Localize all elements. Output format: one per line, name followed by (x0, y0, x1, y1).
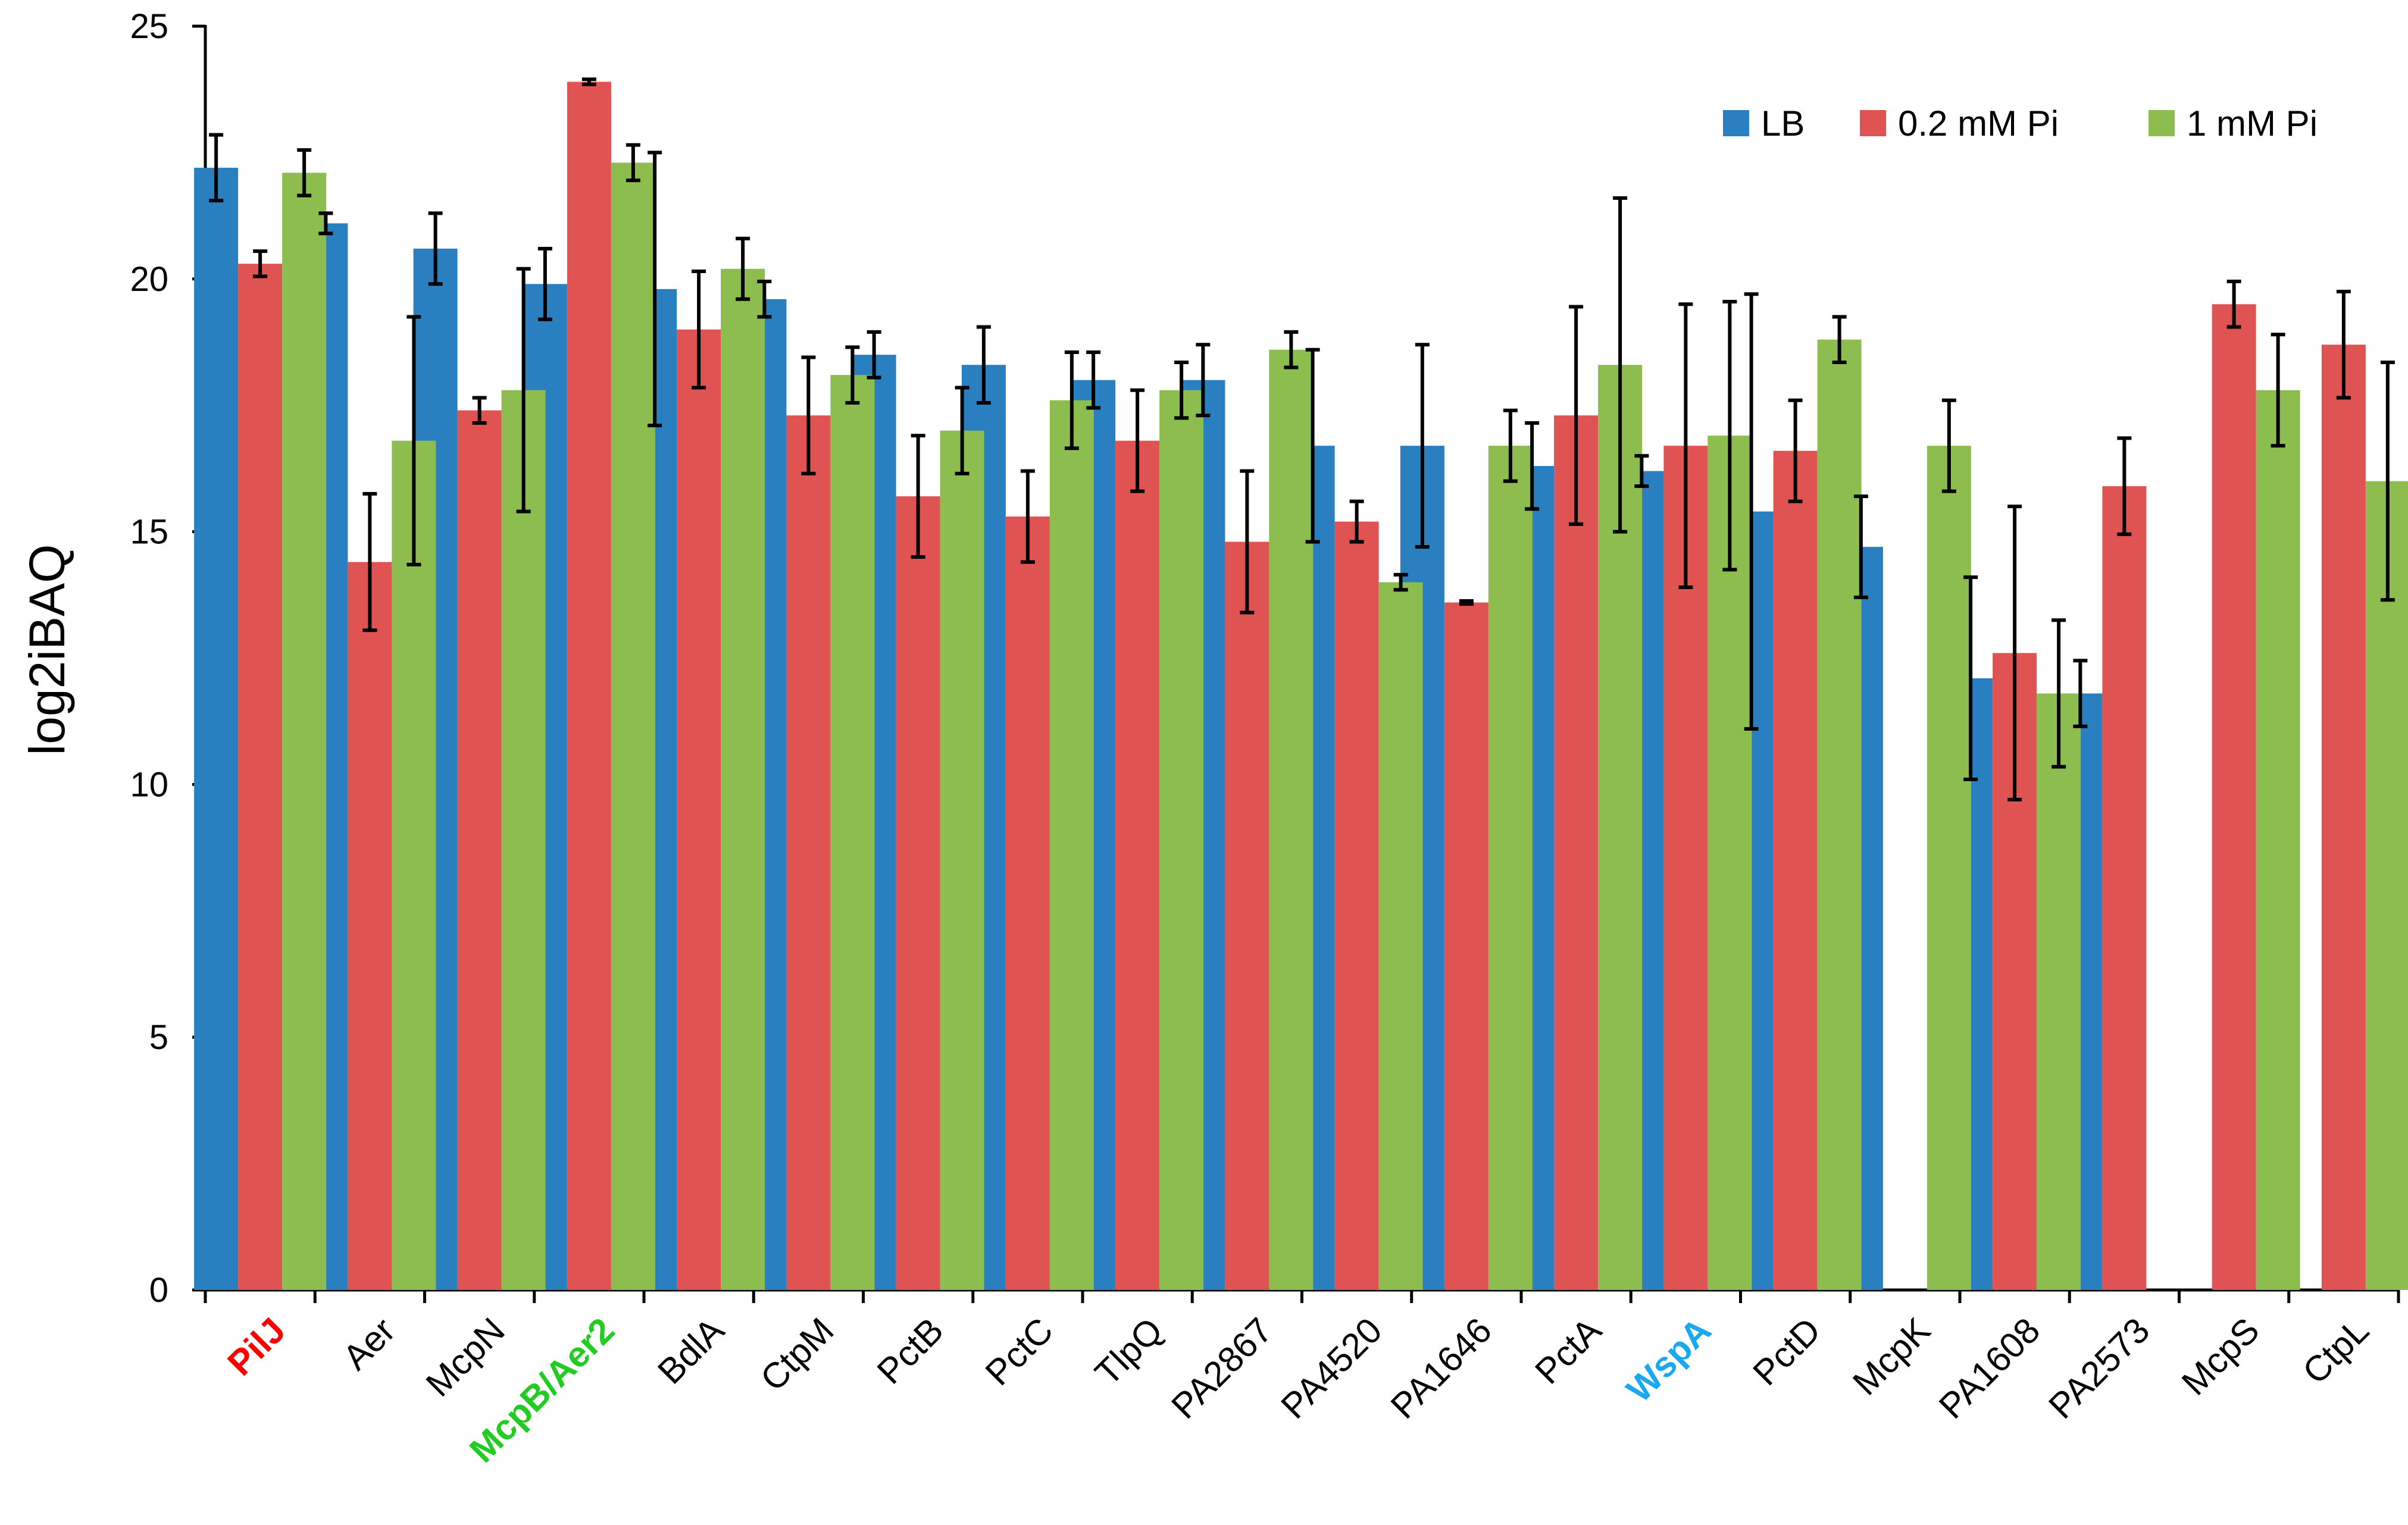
bar-0-2-mm-pi (2212, 304, 2256, 1290)
bar-1-mm-pi (1927, 446, 1971, 1291)
bar-1-mm-pi (392, 440, 436, 1290)
x-category-label: McpS (2174, 1310, 2267, 1403)
bar-1-mm-pi (1488, 446, 1533, 1291)
bar-0-2-mm-pi (896, 496, 940, 1291)
legend-label: 1 mM Pi (2187, 104, 2318, 143)
error-bars (209, 77, 2395, 801)
bar-0-2-mm-pi (1115, 440, 1160, 1290)
bar-0-2-mm-pi (238, 264, 283, 1290)
legend-swatch (1860, 110, 1886, 136)
bar-0-2-mm-pi (457, 410, 502, 1290)
bar-1-mm-pi (282, 173, 327, 1290)
bar-0-2-mm-pi (786, 415, 831, 1290)
y-tick-label: 0 (149, 1271, 168, 1310)
bar-1-mm-pi (2365, 481, 2408, 1290)
bar-1-mm-pi (501, 390, 546, 1291)
bar-1-mm-pi (1269, 349, 1314, 1290)
y-tick-label: 10 (130, 765, 168, 804)
y-tick-label: 5 (149, 1018, 168, 1057)
bar-1-mm-pi (1049, 400, 1094, 1290)
bar-1-mm-pi (1817, 339, 1862, 1291)
bar-0-2-mm-pi (677, 329, 721, 1290)
bar-0-2-mm-pi (2102, 486, 2147, 1290)
bar-1-mm-pi (940, 430, 984, 1291)
bar-1-mm-pi (1708, 436, 1752, 1290)
x-category-label: PctD (1745, 1310, 1828, 1393)
legend-label: LB (1761, 104, 1805, 143)
bar-1-mm-pi (2256, 390, 2300, 1291)
x-category-label: PA1646 (1383, 1310, 1499, 1426)
x-category-label: McpK (1845, 1310, 1938, 1403)
bar-1-mm-pi (830, 375, 875, 1290)
x-category-label: PA1608 (1931, 1310, 2047, 1426)
bar-0-2-mm-pi (1225, 541, 1269, 1290)
x-category-label: Aer (335, 1310, 402, 1377)
bar-0-2-mm-pi (1773, 450, 1818, 1290)
x-category-label: WspA (1619, 1310, 1719, 1410)
bar-0-2-mm-pi (1554, 415, 1599, 1290)
x-category-label: PctA (1527, 1310, 1609, 1392)
bar-1-mm-pi (611, 162, 655, 1291)
y-axis-title: log2iBAQ (19, 544, 75, 756)
legend: LB 0.2 mM Pi 1 mM Pi (1723, 104, 2318, 143)
x-category-label: PA4520 (1274, 1310, 1390, 1426)
x-category-label: PctB (870, 1310, 951, 1392)
bar-lb (194, 167, 239, 1291)
legend-label: 0.2 mM Pi (1898, 104, 2059, 143)
bar-0-2-mm-pi (1005, 516, 1050, 1290)
x-category-label: McpN (418, 1310, 512, 1404)
y-tick-label: 25 (130, 7, 168, 46)
bar-0-2-mm-pi (567, 82, 611, 1290)
bar-1-mm-pi (1378, 582, 1423, 1290)
bars (194, 82, 2408, 1291)
x-category-label: CtpM (753, 1310, 842, 1399)
bar-0-2-mm-pi (1444, 602, 1488, 1291)
bar-1-mm-pi (721, 268, 765, 1291)
bar-1-mm-pi (1159, 390, 1204, 1291)
legend-swatch (2149, 110, 2175, 136)
x-category-label: TlpQ (1087, 1310, 1170, 1393)
y-tick-label: 20 (130, 260, 168, 299)
bar-0-2-mm-pi (348, 562, 392, 1291)
legend-swatch (1723, 110, 1749, 136)
bar-0-2-mm-pi (2321, 345, 2366, 1290)
x-category-label: CtpL (2295, 1310, 2376, 1392)
bar-1-mm-pi (2037, 693, 2081, 1290)
x-category-label: PctC (978, 1310, 1061, 1393)
bar-0-2-mm-pi (1334, 521, 1379, 1291)
x-category-label: BdlA (650, 1310, 731, 1392)
x-category-label: PA2573 (2041, 1310, 2157, 1426)
x-category-label: PA2867 (1164, 1310, 1280, 1426)
x-category-label: PilJ (220, 1310, 293, 1383)
y-tick-label: 15 (130, 513, 168, 552)
